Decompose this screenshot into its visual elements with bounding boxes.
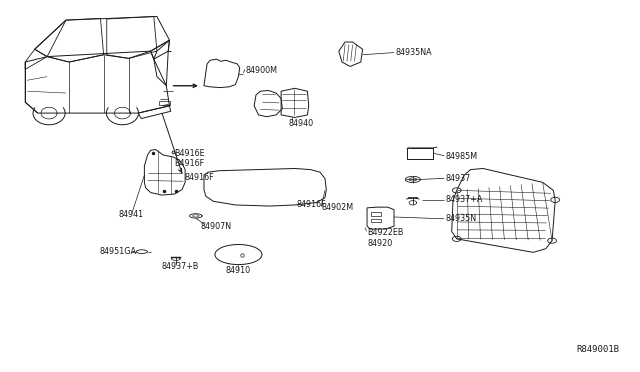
Bar — [159, 101, 170, 105]
Text: 84910: 84910 — [226, 266, 251, 275]
Text: 84937+B: 84937+B — [162, 262, 199, 272]
Text: 84900M: 84900M — [245, 65, 277, 74]
Text: 84902M: 84902M — [321, 203, 353, 212]
Text: 84920: 84920 — [367, 239, 392, 248]
Text: 84937: 84937 — [445, 174, 470, 183]
Bar — [371, 212, 381, 216]
Bar — [371, 219, 381, 222]
Text: 84916F: 84916F — [296, 200, 326, 209]
Text: 84985M: 84985M — [445, 152, 477, 161]
Text: 84907N: 84907N — [201, 222, 232, 231]
Text: R849001B: R849001B — [577, 346, 620, 355]
Text: 84951GA: 84951GA — [99, 247, 136, 256]
Text: B4922EB: B4922EB — [367, 228, 403, 237]
Text: 84935NA: 84935NA — [396, 48, 432, 57]
Text: 84935N: 84935N — [445, 214, 477, 223]
Text: 84916F: 84916F — [184, 173, 214, 182]
Text: 84937+A: 84937+A — [445, 195, 483, 204]
Text: 84940: 84940 — [289, 119, 314, 128]
Text: B4916F: B4916F — [175, 159, 205, 168]
Text: 84941: 84941 — [118, 210, 143, 219]
Text: B4916E: B4916E — [175, 150, 205, 158]
